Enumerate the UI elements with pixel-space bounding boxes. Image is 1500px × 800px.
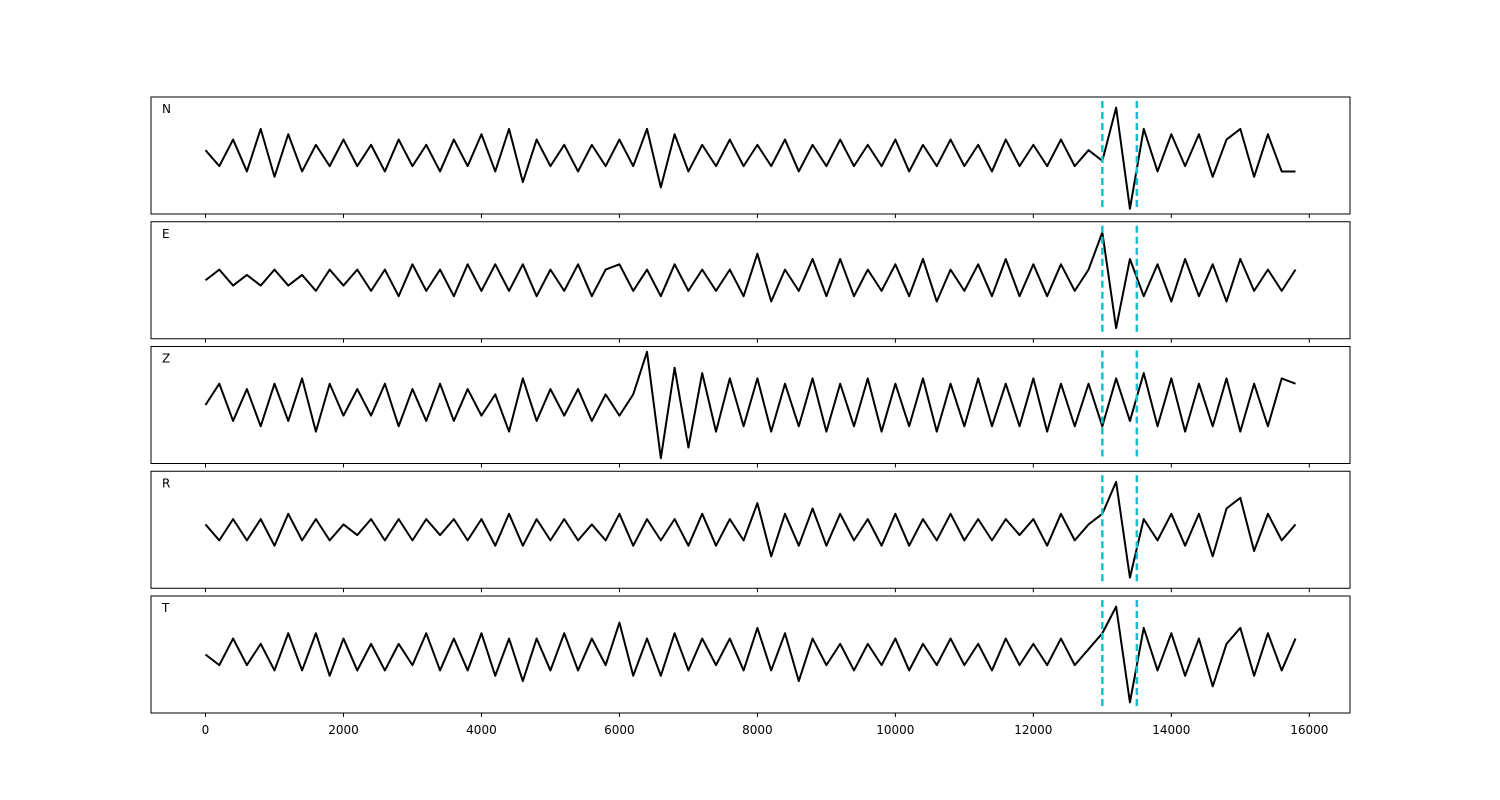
x-tick-label: 0: [202, 723, 210, 737]
x-tick-label: 4000: [466, 723, 497, 737]
waveform: [204, 350, 1296, 460]
channel-label: Z: [162, 352, 170, 366]
waveform: [204, 480, 1297, 579]
channel-label: R: [162, 476, 170, 490]
panel-frame: [150, 346, 1351, 464]
waveform: [204, 231, 1297, 330]
x-tick-label: 10000: [876, 723, 914, 737]
panel-frame: [150, 595, 1351, 714]
waveform: [204, 106, 1296, 210]
panel-frame: [150, 221, 1351, 340]
x-tick-label: 8000: [742, 723, 773, 737]
waveform: [204, 605, 1297, 704]
panel-frame: [150, 96, 1351, 215]
channel-label: E: [162, 227, 170, 241]
x-tick-label: 12000: [1014, 723, 1052, 737]
panel-frame: [150, 470, 1351, 589]
channel-label: N: [162, 102, 171, 116]
x-tick-label: 14000: [1152, 723, 1190, 737]
x-tick-label: 16000: [1290, 723, 1328, 737]
x-tick-label: 2000: [328, 723, 359, 737]
x-tick-label: 6000: [604, 723, 635, 737]
channel-label: T: [161, 601, 170, 615]
